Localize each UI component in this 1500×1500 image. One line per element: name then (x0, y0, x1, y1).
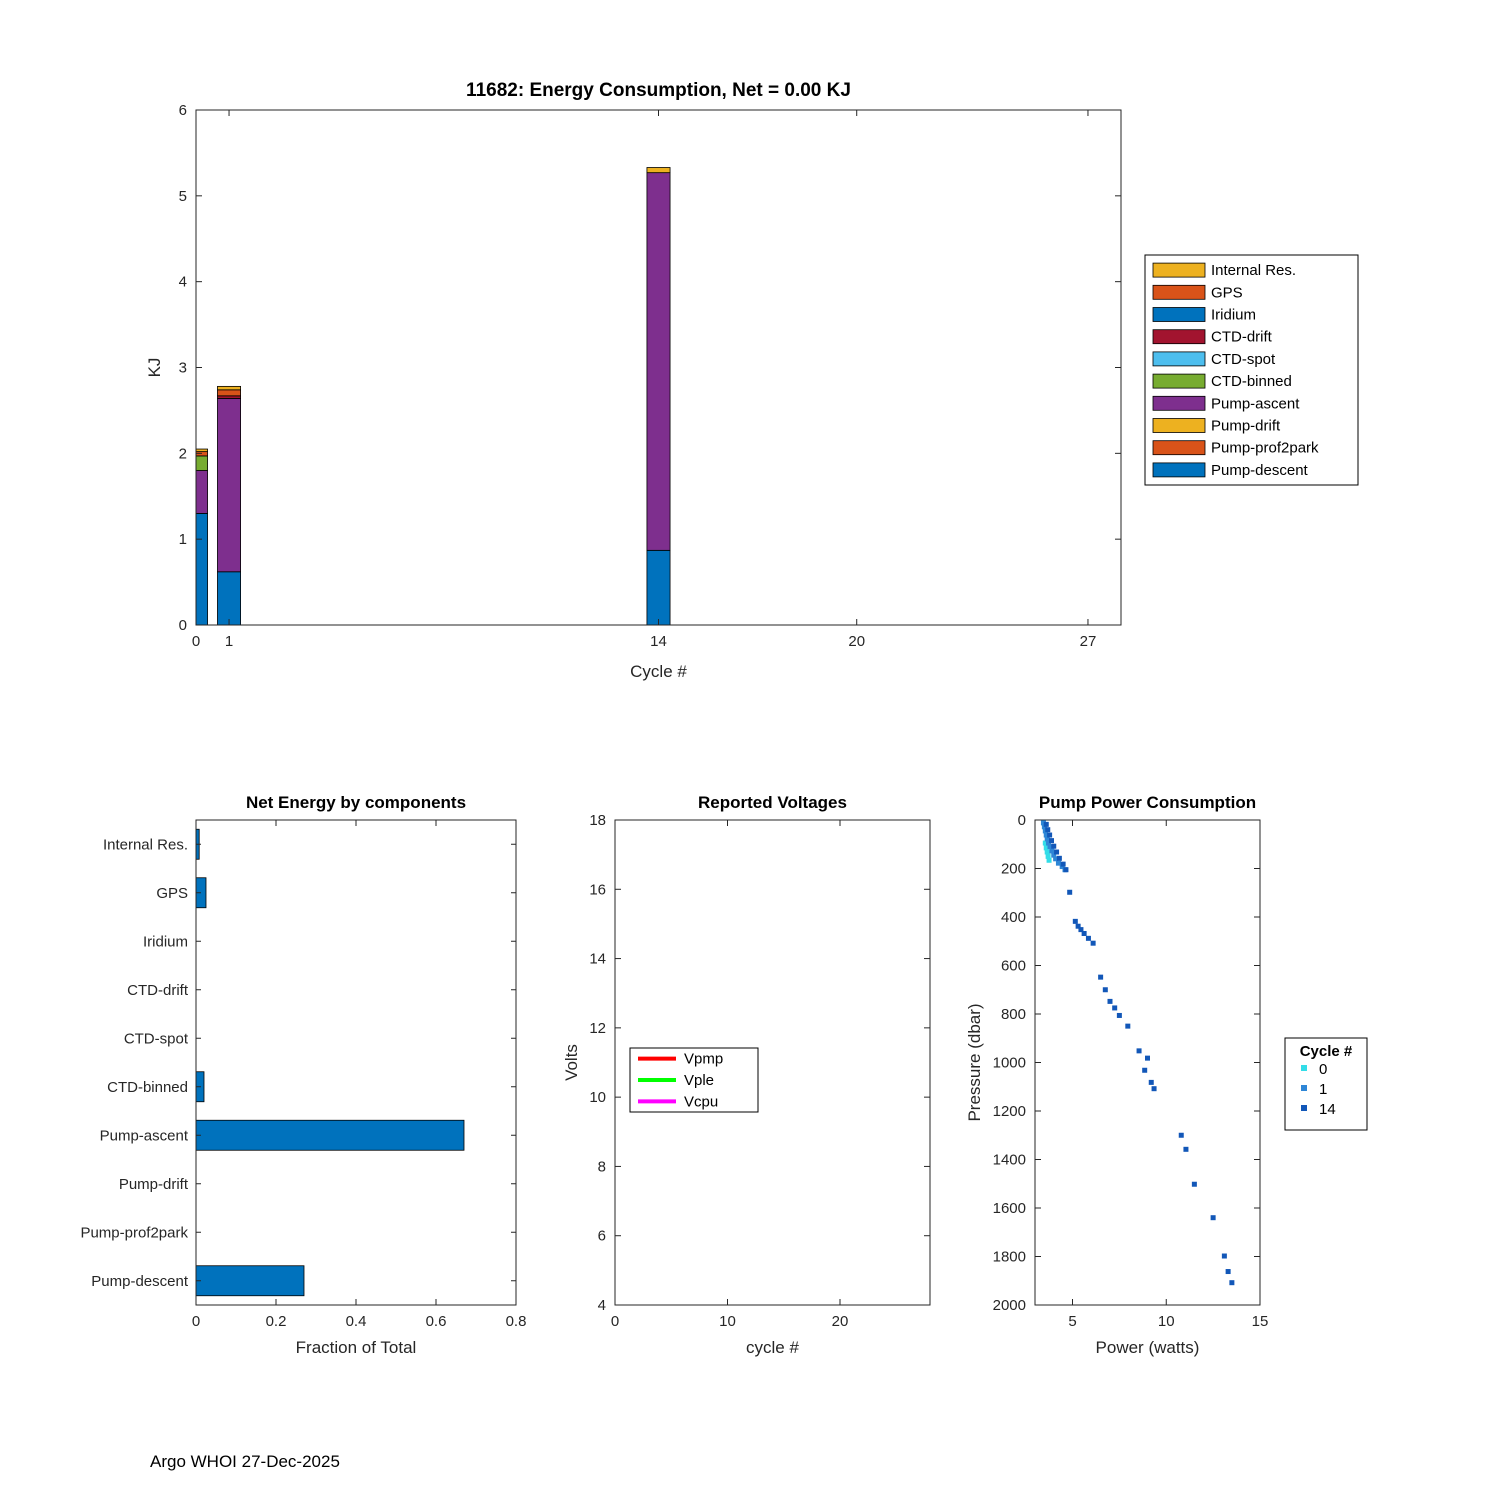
svg-text:5: 5 (1068, 1313, 1076, 1330)
svg-text:3: 3 (179, 360, 187, 377)
svg-text:Cycle #: Cycle # (630, 662, 687, 681)
svg-text:20: 20 (848, 633, 865, 650)
svg-text:0: 0 (1319, 1061, 1327, 1078)
energy-consumption-chart: 0 1 14 20 27 0 1 2 3 4 5 6 11682: Energy Consumption… (0, 60, 1400, 720)
svg-text:Volts: Volts (562, 1044, 581, 1081)
svg-text:Internal Res.: Internal Res. (1211, 262, 1296, 279)
svg-text:CTD-binned: CTD-binned (1211, 373, 1292, 390)
svg-text:0: 0 (192, 633, 200, 650)
svg-text:Pump-descent: Pump-descent (1211, 462, 1309, 479)
svg-text:2000: 2000 (993, 1297, 1026, 1314)
svg-text:10: 10 (589, 1089, 606, 1106)
svg-text:12: 12 (589, 1020, 606, 1037)
pump-power-chart: 5 10 15 0 200 400 600 800 1000 1200 1400 1600 1800 20… (960, 790, 1500, 1430)
svg-text:Internal Res.: Internal Res. (103, 836, 188, 853)
svg-text:CTD-binned: CTD-binned (107, 1079, 188, 1096)
svg-text:5: 5 (179, 188, 187, 205)
svg-text:800: 800 (1001, 1006, 1026, 1023)
svg-text:Pump-drift: Pump-drift (119, 1176, 189, 1193)
svg-text:Power (watts): Power (watts) (1096, 1338, 1200, 1357)
svg-text:1: 1 (179, 531, 187, 548)
svg-text:14: 14 (589, 951, 606, 968)
svg-text:6: 6 (179, 102, 187, 119)
figure-footer: Argo WHOI 27-Dec-2025 (150, 1452, 340, 1471)
svg-text:0: 0 (1018, 812, 1026, 829)
svg-text:14: 14 (650, 633, 667, 650)
svg-text:Reported Voltages: Reported Voltages (698, 793, 847, 812)
svg-text:CTD-drift: CTD-drift (127, 982, 189, 999)
svg-text:18: 18 (589, 812, 606, 829)
svg-text:Iridium: Iridium (1211, 307, 1256, 324)
svg-text:6: 6 (598, 1228, 606, 1245)
svg-text:0: 0 (611, 1313, 619, 1330)
svg-text:27: 27 (1080, 633, 1097, 650)
svg-text:CTD-spot: CTD-spot (124, 1030, 189, 1047)
svg-text:1: 1 (1319, 1081, 1327, 1098)
svg-text:0.4: 0.4 (346, 1313, 367, 1330)
svg-text:16: 16 (589, 881, 606, 898)
svg-text:Net Energy by components: Net Energy by components (246, 793, 466, 812)
svg-text:20: 20 (832, 1313, 849, 1330)
svg-text:400: 400 (1001, 909, 1026, 926)
svg-text:8: 8 (598, 1158, 606, 1175)
svg-text:4: 4 (179, 274, 187, 291)
svg-text:0.6: 0.6 (426, 1313, 447, 1330)
svg-text:Vcpu: Vcpu (684, 1093, 718, 1110)
svg-text:Fraction of Total: Fraction of Total (296, 1338, 417, 1357)
svg-text:600: 600 (1001, 958, 1026, 975)
svg-text:10: 10 (1158, 1313, 1175, 1330)
svg-text:1400: 1400 (993, 1152, 1026, 1169)
svg-text:200: 200 (1001, 861, 1026, 878)
svg-text:Iridium: Iridium (143, 933, 188, 950)
svg-text:Pump-drift: Pump-drift (1211, 418, 1281, 435)
svg-text:11682: Energy Consumption, Ne: 11682: Energy Consumption, Net = 0.00 KJ (466, 80, 851, 101)
svg-text:1800: 1800 (993, 1249, 1026, 1266)
svg-text:1000: 1000 (993, 1055, 1026, 1072)
net-energy-chart: 0 0.2 0.4 0.6 0.8 Internal Res. GPS Iridium CTD-… (0, 790, 560, 1430)
reported-voltages-chart: 0 10 20 4 6 8 10 12 14 16 18 Reported Voltages cycle… (560, 790, 960, 1430)
svg-text:Pump-ascent: Pump-ascent (100, 1127, 189, 1144)
svg-text:Pump-prof2park: Pump-prof2park (1211, 440, 1319, 457)
svg-text:Pump-prof2park: Pump-prof2park (80, 1224, 188, 1241)
svg-text:CTD-spot: CTD-spot (1211, 351, 1276, 368)
svg-text:Pump Power Consumption: Pump Power Consumption (1039, 793, 1256, 812)
svg-text:Vpmp: Vpmp (684, 1051, 723, 1068)
svg-text:0.8: 0.8 (506, 1313, 527, 1330)
svg-text:1: 1 (225, 633, 233, 650)
svg-text:Vple: Vple (684, 1072, 714, 1089)
svg-text:Pressure (dbar): Pressure (dbar) (965, 1003, 984, 1121)
svg-text:Cycle #: Cycle # (1300, 1043, 1353, 1060)
svg-text:2: 2 (179, 445, 187, 462)
svg-text:Pump-ascent: Pump-ascent (1211, 395, 1300, 412)
svg-text:14: 14 (1319, 1101, 1336, 1118)
svg-text:Pump-descent: Pump-descent (91, 1273, 189, 1290)
svg-text:15: 15 (1252, 1313, 1269, 1330)
svg-text:4: 4 (598, 1297, 606, 1314)
svg-text:KJ: KJ (145, 358, 164, 378)
svg-text:10: 10 (719, 1313, 736, 1330)
svg-text:GPS: GPS (1211, 284, 1243, 301)
svg-text:1600: 1600 (993, 1200, 1026, 1217)
svg-text:0: 0 (179, 617, 187, 634)
svg-text:0.2: 0.2 (266, 1313, 287, 1330)
svg-text:GPS: GPS (156, 885, 188, 902)
svg-text:cycle #: cycle # (746, 1338, 799, 1357)
svg-text:0: 0 (192, 1313, 200, 1330)
svg-text:CTD-drift: CTD-drift (1211, 329, 1273, 346)
svg-text:1200: 1200 (993, 1103, 1026, 1120)
